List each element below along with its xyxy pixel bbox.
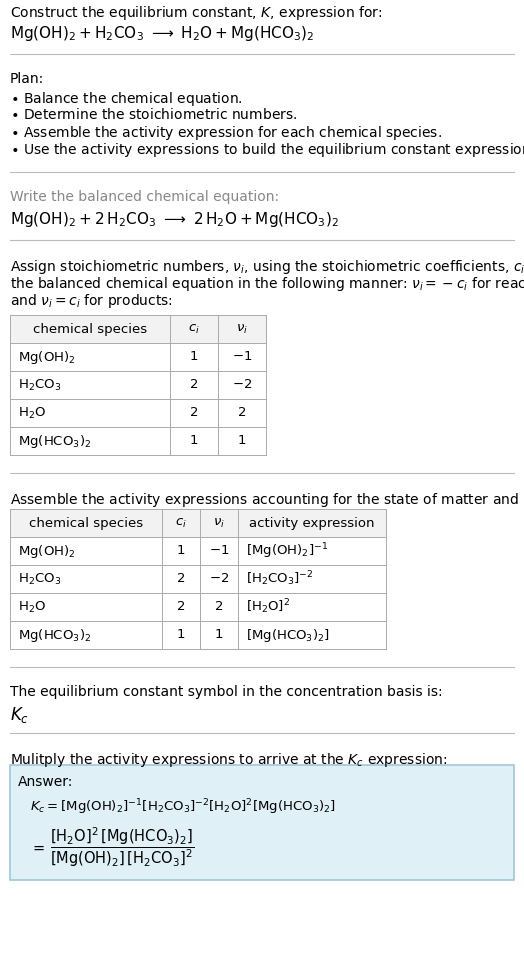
Text: $\mathrm{H_2O}$: $\mathrm{H_2O}$ bbox=[18, 600, 46, 614]
Text: $\mathrm{Mg(HCO_3)_2}$: $\mathrm{Mg(HCO_3)_2}$ bbox=[18, 627, 91, 644]
Text: $\bullet$ Balance the chemical equation.: $\bullet$ Balance the chemical equation. bbox=[10, 90, 243, 108]
Bar bbox=[10, 315, 266, 343]
Bar bbox=[10, 509, 386, 537]
Text: $1$: $1$ bbox=[214, 628, 224, 642]
Text: Write the balanced chemical equation:: Write the balanced chemical equation: bbox=[10, 190, 279, 204]
Text: 2: 2 bbox=[177, 601, 185, 613]
Text: $-2$: $-2$ bbox=[209, 573, 229, 585]
Text: Assemble the activity expressions accounting for the state of matter and $\nu_i$: Assemble the activity expressions accoun… bbox=[10, 491, 524, 509]
Text: Assign stoichiometric numbers, $\nu_i$, using the stoichiometric coefficients, $: Assign stoichiometric numbers, $\nu_i$, … bbox=[10, 258, 524, 276]
Text: Plan:: Plan: bbox=[10, 72, 44, 86]
Text: $\mathrm{Mg(HCO_3)_2}$: $\mathrm{Mg(HCO_3)_2}$ bbox=[18, 432, 91, 450]
Text: $[\mathrm{H_2CO_3}]^{-2}$: $[\mathrm{H_2CO_3}]^{-2}$ bbox=[246, 570, 313, 588]
Text: $\bullet$ Assemble the activity expression for each chemical species.: $\bullet$ Assemble the activity expressi… bbox=[10, 124, 442, 142]
Bar bbox=[10, 621, 386, 649]
Text: $\nu_i$: $\nu_i$ bbox=[213, 516, 225, 530]
Text: $\mathrm{Mg(OH)_2 + H_2CO_3 \ \longrightarrow \ H_2O + Mg(HCO_3)_2}$: $\mathrm{Mg(OH)_2 + H_2CO_3 \ \longright… bbox=[10, 24, 314, 43]
Text: $1$: $1$ bbox=[237, 434, 247, 448]
Text: 1: 1 bbox=[190, 351, 198, 363]
Text: $c_i$: $c_i$ bbox=[175, 516, 187, 530]
Text: the balanced chemical equation in the following manner: $\nu_i = -c_i$ for react: the balanced chemical equation in the fo… bbox=[10, 275, 524, 293]
Text: 2: 2 bbox=[190, 379, 198, 391]
Text: chemical species: chemical species bbox=[29, 516, 143, 530]
Text: $2$: $2$ bbox=[237, 407, 247, 420]
Text: 1: 1 bbox=[177, 545, 185, 557]
Text: activity expression: activity expression bbox=[249, 516, 375, 530]
Text: chemical species: chemical species bbox=[33, 323, 147, 335]
Text: Answer:: Answer: bbox=[18, 775, 73, 789]
Bar bbox=[10, 537, 386, 565]
Text: $-1$: $-1$ bbox=[209, 545, 229, 557]
Text: $\mathrm{Mg(OH)_2 + 2\,H_2CO_3 \ \longrightarrow \ 2\,H_2O + Mg(HCO_3)_2}$: $\mathrm{Mg(OH)_2 + 2\,H_2CO_3 \ \longri… bbox=[10, 210, 339, 229]
Text: 2: 2 bbox=[190, 407, 198, 420]
Text: 2: 2 bbox=[177, 573, 185, 585]
Text: $\dfrac{[\mathrm{H_2O}]^{2}\,[\mathrm{Mg(HCO_3)_2}]}{[\mathrm{Mg(OH)_2}]\,[\math: $\dfrac{[\mathrm{H_2O}]^{2}\,[\mathrm{Mg… bbox=[50, 825, 194, 869]
Bar bbox=[10, 565, 386, 593]
Bar bbox=[10, 371, 266, 399]
Text: $c_i$: $c_i$ bbox=[188, 323, 200, 335]
Bar bbox=[10, 427, 266, 455]
Text: $\mathrm{H_2CO_3}$: $\mathrm{H_2CO_3}$ bbox=[18, 378, 61, 392]
Bar bbox=[10, 343, 266, 371]
Text: $\mathrm{Mg(OH)_2}$: $\mathrm{Mg(OH)_2}$ bbox=[18, 543, 75, 559]
Text: $K_c$: $K_c$ bbox=[10, 705, 29, 725]
Text: Mulitply the activity expressions to arrive at the $K_c$ expression:: Mulitply the activity expressions to arr… bbox=[10, 751, 447, 769]
Text: $[\mathrm{H_2O}]^{2}$: $[\mathrm{H_2O}]^{2}$ bbox=[246, 598, 290, 616]
Text: $-1$: $-1$ bbox=[232, 351, 252, 363]
Bar bbox=[10, 399, 266, 427]
Text: $2$: $2$ bbox=[214, 601, 224, 613]
FancyBboxPatch shape bbox=[10, 765, 514, 880]
Text: $\mathrm{H_2CO_3}$: $\mathrm{H_2CO_3}$ bbox=[18, 572, 61, 586]
Text: and $\nu_i = c_i$ for products:: and $\nu_i = c_i$ for products: bbox=[10, 292, 173, 310]
Text: $\mathrm{Mg(OH)_2}$: $\mathrm{Mg(OH)_2}$ bbox=[18, 349, 75, 365]
Text: The equilibrium constant symbol in the concentration basis is:: The equilibrium constant symbol in the c… bbox=[10, 685, 443, 699]
Bar bbox=[10, 593, 386, 621]
Text: $K_c = [\mathrm{Mg(OH)_2}]^{-1} [\mathrm{H_2CO_3}]^{-2} [\mathrm{H_2O}]^{2} [\ma: $K_c = [\mathrm{Mg(OH)_2}]^{-1} [\mathrm… bbox=[30, 798, 336, 817]
Text: $\bullet$ Determine the stoichiometric numbers.: $\bullet$ Determine the stoichiometric n… bbox=[10, 107, 298, 122]
Text: $[\mathrm{Mg(OH)_2}]^{-1}$: $[\mathrm{Mg(OH)_2}]^{-1}$ bbox=[246, 541, 328, 561]
Text: $[\mathrm{Mg(HCO_3)_2}]$: $[\mathrm{Mg(HCO_3)_2}]$ bbox=[246, 627, 330, 644]
Text: $=$: $=$ bbox=[30, 840, 46, 854]
Text: 1: 1 bbox=[177, 628, 185, 642]
Text: $\nu_i$: $\nu_i$ bbox=[236, 323, 248, 335]
Text: $-2$: $-2$ bbox=[232, 379, 252, 391]
Text: $\bullet$ Use the activity expressions to build the equilibrium constant express: $\bullet$ Use the activity expressions t… bbox=[10, 141, 524, 159]
Text: Construct the equilibrium constant, $K$, expression for:: Construct the equilibrium constant, $K$,… bbox=[10, 4, 383, 22]
Text: 1: 1 bbox=[190, 434, 198, 448]
Text: $\mathrm{H_2O}$: $\mathrm{H_2O}$ bbox=[18, 406, 46, 421]
